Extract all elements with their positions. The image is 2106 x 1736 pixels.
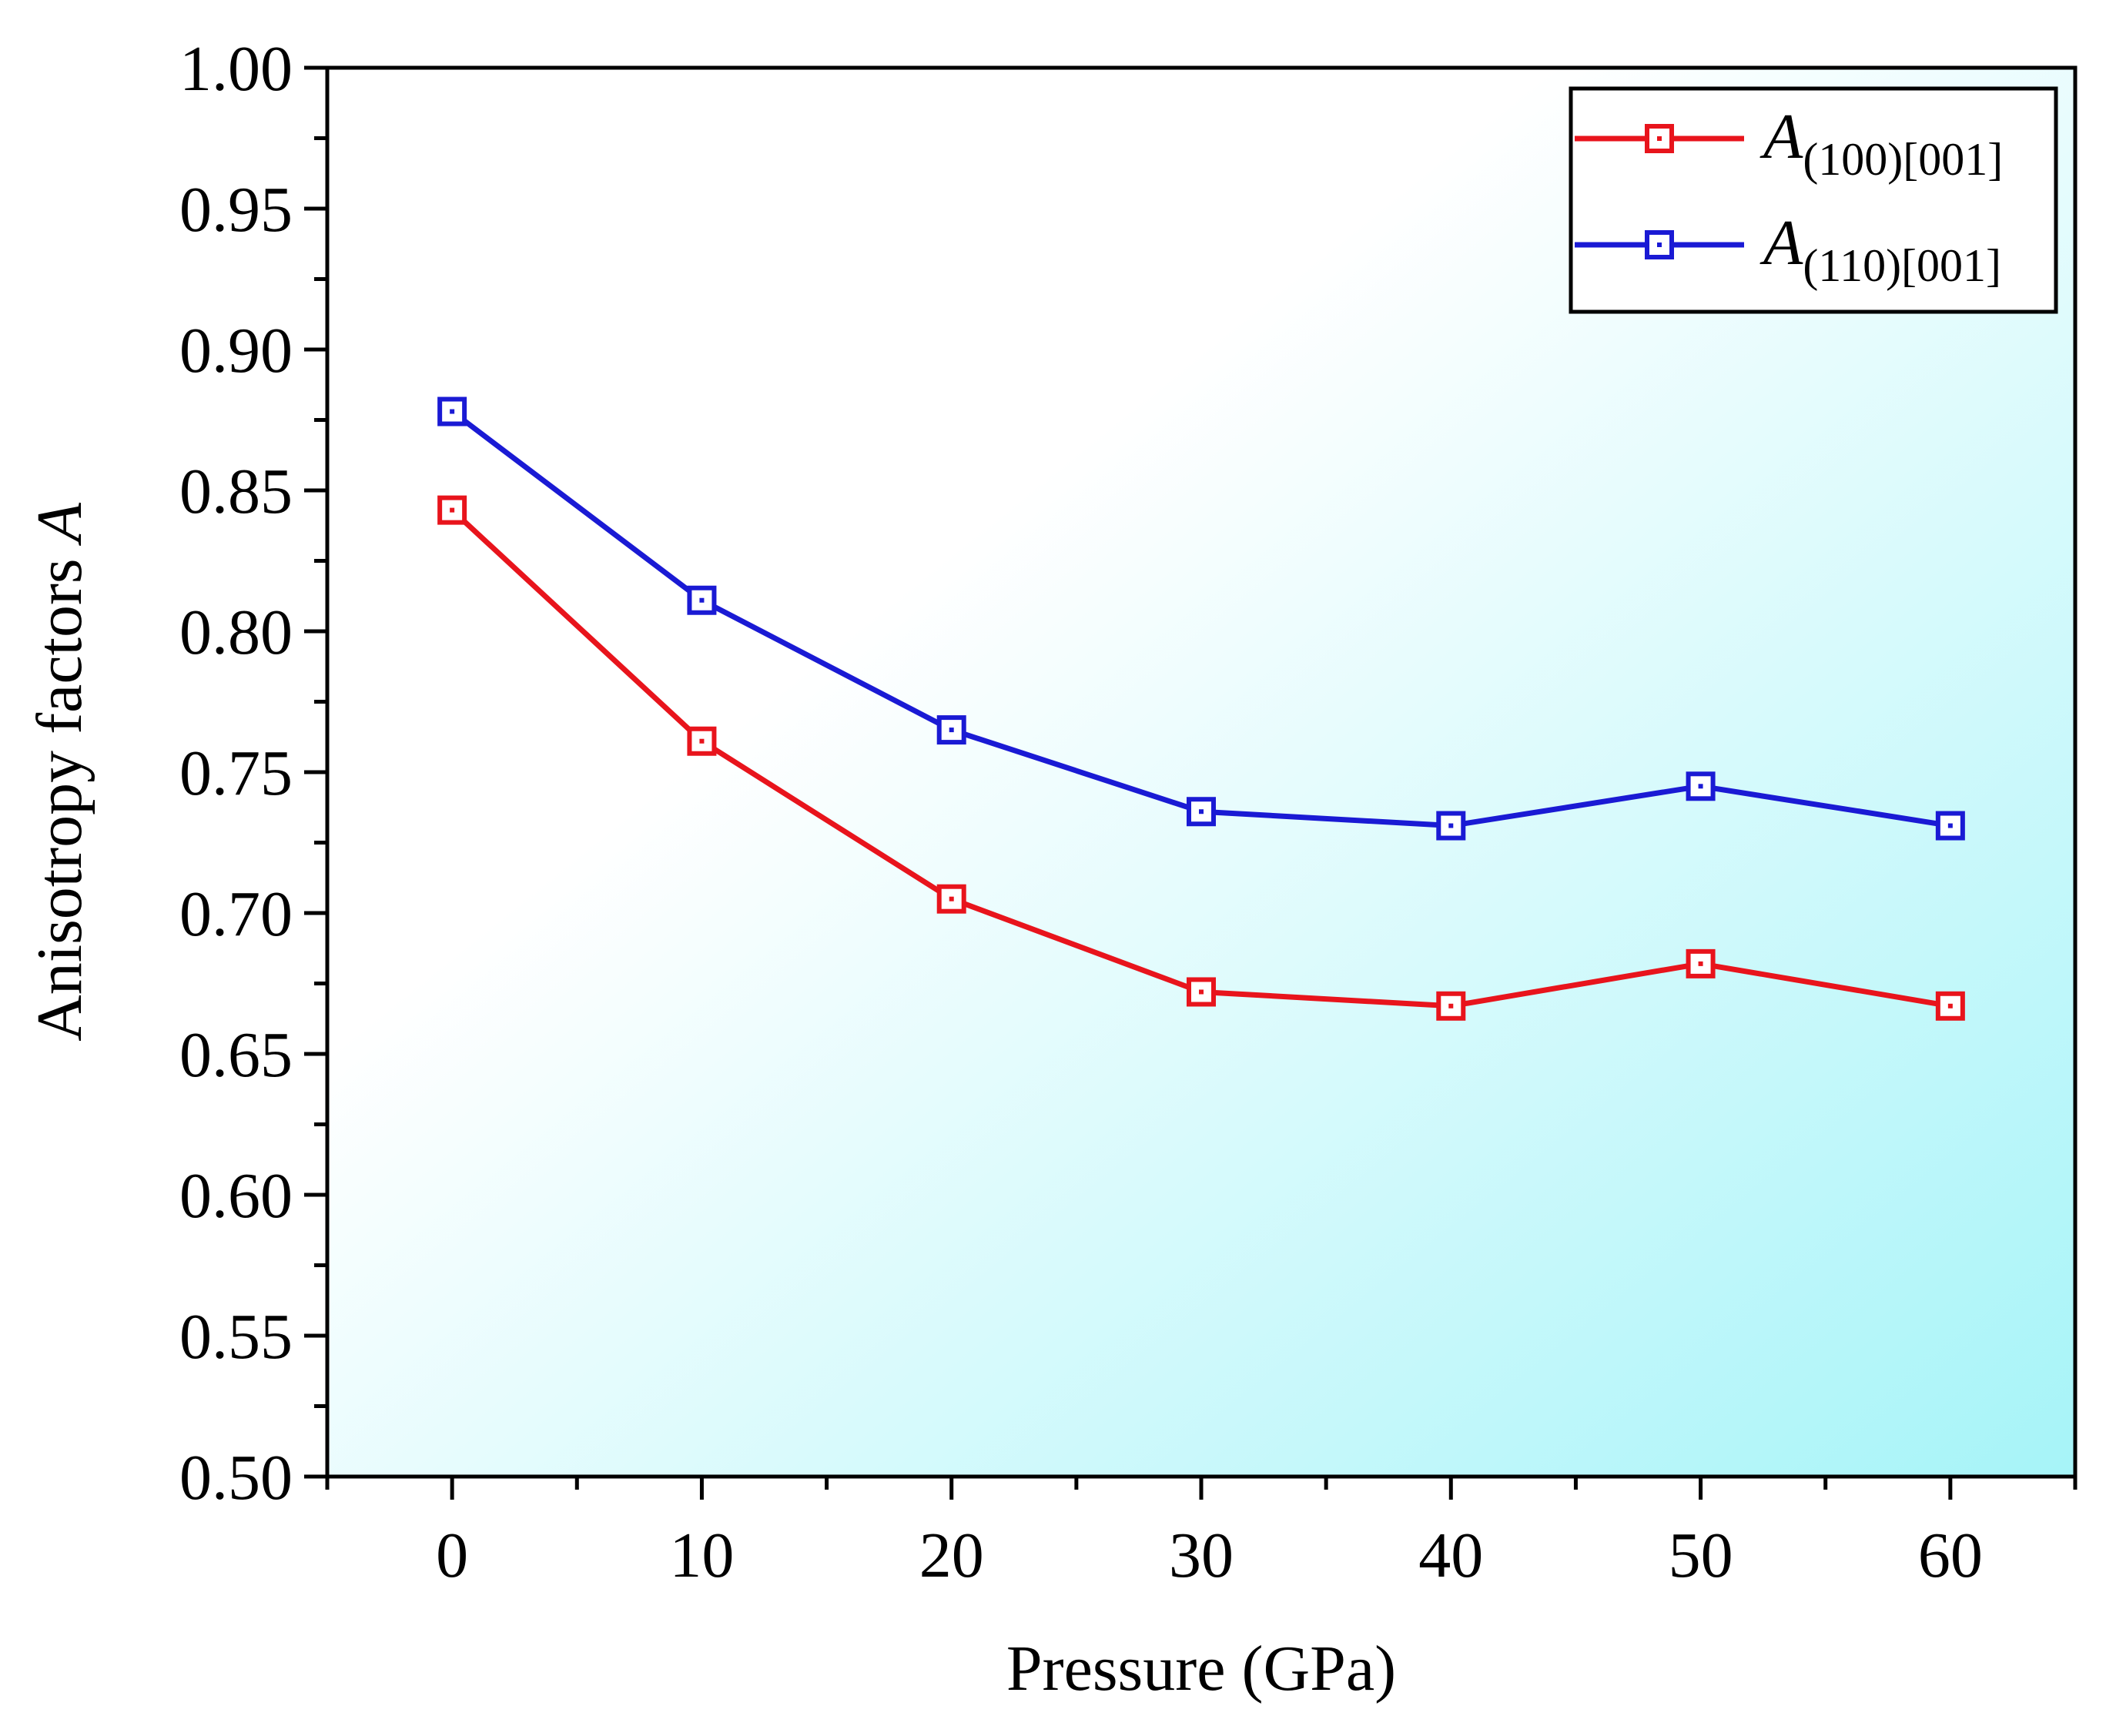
- y-tick-label-0.75: 0.75: [179, 738, 293, 809]
- x-tick-label-30: 30: [1169, 1520, 1234, 1591]
- data-point-s1-x10: [687, 585, 717, 615]
- axes-layer: 0 10 20 30 40 50 60 0.50 0.55 0.60 0.65 0.70 0.75 0.8…: [179, 33, 2078, 1591]
- data-point-center-s0-x20: [949, 896, 954, 901]
- data-point-s1-x60: [1935, 811, 1965, 841]
- data-point-s1-x20: [936, 715, 966, 745]
- legend-marker-center-1: [1657, 243, 1662, 247]
- data-point-center-s0-x10: [699, 738, 705, 744]
- x-tick-label-40: 40: [1418, 1520, 1483, 1591]
- x-tick-label-0: 0: [436, 1520, 468, 1591]
- y-tick-label-0.90: 0.90: [179, 315, 293, 386]
- y-tick-label-0.50: 0.50: [179, 1442, 293, 1514]
- series-0: [437, 495, 1965, 1021]
- y-tick-label-0.85: 0.85: [179, 456, 293, 527]
- data-point-center-s0-x50: [1698, 961, 1703, 966]
- data-point-s1-x50: [1686, 771, 1716, 801]
- data-point-s1-x30: [1187, 797, 1216, 827]
- series-layer: [437, 396, 1965, 1021]
- data-point-center-s1-x40: [1448, 823, 1454, 828]
- legend-symbol-0: A: [1759, 101, 1803, 172]
- x-tick-label-20: 20: [919, 1520, 984, 1591]
- data-point-center-s1-x60: [1947, 823, 1953, 828]
- plot-frame: [325, 65, 2078, 1479]
- x-tick-label-10: 10: [669, 1520, 734, 1591]
- legend-label-0: A(100)[001]: [1759, 101, 2003, 185]
- data-point-center-s0-x30: [1199, 989, 1204, 995]
- y-tick-label-1.00: 1.00: [179, 33, 293, 105]
- y-tick-label-0.55: 0.55: [179, 1301, 293, 1373]
- data-point-center-s1-x20: [949, 728, 954, 733]
- y-tick-label-0.70: 0.70: [179, 878, 293, 950]
- legend-marker-center-0: [1657, 136, 1662, 141]
- legend-symbol-1: A: [1759, 207, 1803, 279]
- x-tick-label-50: 50: [1669, 1520, 1733, 1591]
- y-tick-label-0.95: 0.95: [179, 174, 293, 246]
- data-point-center-s0-x0: [450, 507, 455, 513]
- y-axis-title-symbol: A: [24, 502, 95, 546]
- x-tick-label-60: 60: [1918, 1520, 1983, 1591]
- legend-subscript-0: (100)[001]: [1803, 134, 2003, 185]
- data-point-center-s0-x60: [1947, 1003, 1953, 1008]
- y-tick-label-0.65: 0.65: [179, 1019, 293, 1091]
- y-tick-label-0.80: 0.80: [179, 597, 293, 668]
- series-1: [437, 396, 1965, 841]
- data-point-s1-x40: [1436, 811, 1466, 841]
- legend-label-1: A(110)[001]: [1759, 207, 2001, 291]
- y-tick-label-0.60: 0.60: [179, 1160, 293, 1232]
- data-point-center-s1-x10: [699, 597, 705, 603]
- y-axis-title-text: Anisotropy factors: [24, 542, 95, 1042]
- data-point-center-s1-x30: [1199, 809, 1204, 814]
- data-point-center-s1-x50: [1698, 784, 1703, 789]
- legend: A(100)[001]A(110)[001]: [1569, 86, 2058, 314]
- y-axis-title: Anisotropy factors A: [24, 502, 95, 1042]
- data-point-center-s0-x40: [1448, 1003, 1454, 1008]
- data-point-center-s1-x0: [450, 409, 455, 414]
- x-axis-title: Pressure (GPa): [1006, 1633, 1396, 1704]
- legend-subscript-1: (110)[001]: [1803, 240, 2001, 291]
